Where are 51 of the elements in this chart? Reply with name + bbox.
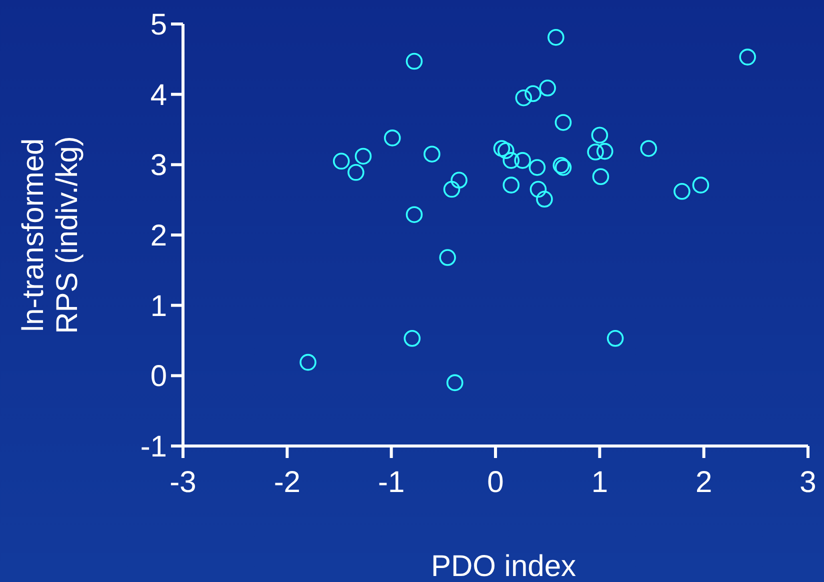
x-axis-title: PDO index (430, 550, 576, 582)
point (443, 180, 460, 198)
point (446, 374, 464, 392)
point (424, 146, 440, 163)
point (502, 152, 520, 169)
point (739, 48, 756, 66)
point (498, 142, 514, 159)
point (539, 80, 556, 96)
point (300, 354, 316, 371)
point (528, 159, 546, 176)
y-tick-label: 4 (150, 78, 167, 112)
y-tick-label: 2 (150, 220, 167, 252)
y-tick-label: -1 (140, 430, 167, 464)
point (450, 172, 468, 189)
point (530, 180, 547, 198)
point (514, 152, 531, 169)
x-tick-label: 3 (800, 466, 816, 499)
point (674, 182, 690, 200)
x-tick-label: 1 (591, 466, 608, 499)
point (332, 152, 350, 170)
point (348, 164, 364, 181)
point (548, 28, 564, 46)
point (640, 140, 658, 157)
point (354, 148, 372, 165)
point (592, 168, 610, 186)
y-tick-label: 3 (150, 149, 167, 182)
x-tick-label: -3 (170, 466, 196, 499)
y-tick-label: 1 (150, 290, 167, 323)
point (591, 126, 608, 144)
point (404, 330, 421, 347)
x-tick-label: 2 (695, 466, 712, 499)
y-axis-title: ln-transformed RPS (indiv./kg) (17, 136, 84, 334)
point (406, 52, 423, 70)
point (554, 114, 572, 131)
point (406, 206, 423, 224)
x-tick-label: 0 (487, 466, 504, 499)
point (384, 130, 401, 146)
point (502, 176, 520, 194)
point (524, 85, 542, 102)
x-tick-label: -1 (378, 466, 405, 499)
y-tick-label: 5 (150, 8, 167, 42)
point (515, 89, 532, 106)
point (439, 249, 456, 266)
point (596, 142, 614, 160)
point (587, 144, 604, 160)
point (536, 190, 553, 208)
point (606, 330, 624, 347)
point (493, 140, 510, 157)
point (692, 176, 710, 194)
y-tick-label: 0 (150, 360, 167, 394)
x-tick-label: -2 (274, 466, 301, 499)
